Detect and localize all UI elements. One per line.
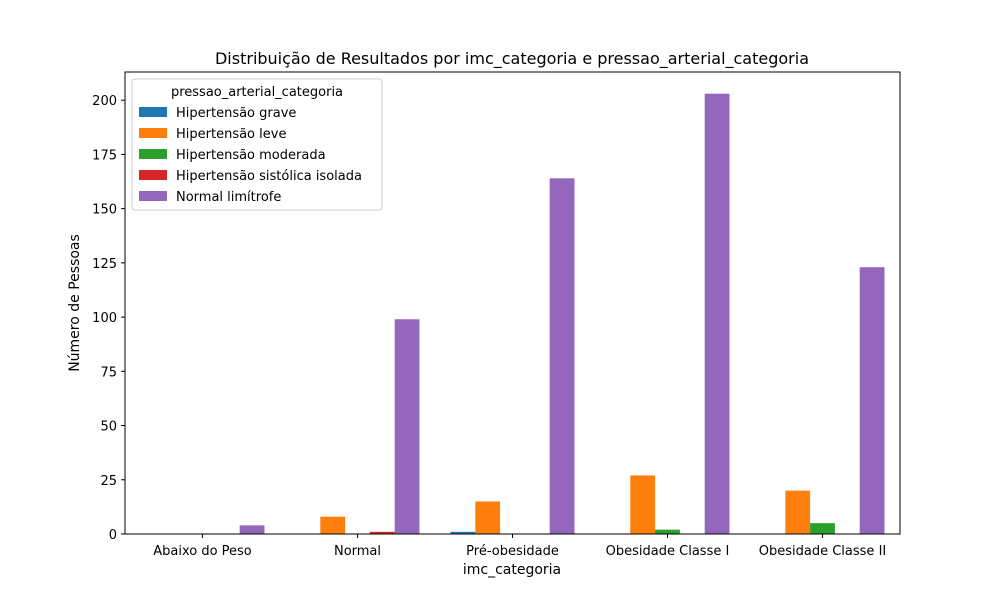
legend-label: Hipertensão leve bbox=[176, 127, 286, 142]
bar bbox=[475, 501, 501, 534]
y-tick-label: 200 bbox=[92, 94, 117, 109]
bar bbox=[655, 529, 680, 534]
x-axis-label: imc_categoria bbox=[463, 562, 561, 578]
bar bbox=[785, 490, 811, 534]
chart-title: Distribuição de Resultados por imc_categ… bbox=[215, 49, 809, 69]
legend-swatch bbox=[139, 107, 167, 117]
x-tick-label: Obesidade Classe I bbox=[606, 544, 730, 559]
x-tick-label: Abaixo do Peso bbox=[153, 544, 252, 559]
bar bbox=[630, 475, 656, 534]
y-tick-label: 50 bbox=[100, 420, 117, 435]
x-tick-label: Obesidade Classe II bbox=[759, 544, 886, 559]
legend: pressao_arterial_categoria Hipertensão gr… bbox=[131, 78, 383, 211]
legend-label: Hipertensão moderada bbox=[176, 148, 326, 163]
y-tick-label: 175 bbox=[92, 148, 117, 163]
bar bbox=[549, 178, 575, 535]
legend-label: Hipertensão grave bbox=[176, 106, 296, 121]
bar bbox=[320, 516, 346, 534]
bar bbox=[810, 523, 835, 534]
legend-title: pressao_arterial_categoria bbox=[171, 85, 343, 100]
y-tick-label: 75 bbox=[100, 365, 117, 380]
bar bbox=[369, 531, 395, 534]
y-tick-label: 0 bbox=[109, 528, 117, 543]
y-tick-label: 25 bbox=[100, 474, 117, 489]
bar bbox=[450, 531, 476, 534]
bar bbox=[394, 319, 420, 534]
x-axis: Abaixo do Peso Normal Pré-obesidade Obesida… bbox=[153, 534, 886, 559]
y-tick-label: 125 bbox=[92, 257, 117, 272]
bar bbox=[704, 93, 730, 535]
y-tick-label: 150 bbox=[92, 203, 117, 218]
y-axis: 0 25 50 75 100 125 150 175 200 bbox=[92, 94, 125, 543]
x-tick-label: Normal bbox=[334, 544, 381, 559]
legend-box bbox=[131, 78, 383, 211]
legend-swatch bbox=[139, 170, 167, 180]
legend-swatch bbox=[139, 128, 167, 138]
bar bbox=[859, 267, 885, 534]
y-tick-label: 100 bbox=[92, 311, 117, 326]
legend-swatch bbox=[139, 191, 167, 201]
legend-label: Normal limítrofe bbox=[176, 190, 281, 205]
legend-label: Hipertensão sistólica isolada bbox=[176, 169, 362, 184]
legend-swatch bbox=[139, 149, 167, 159]
y-axis-label: Número de Pessoas bbox=[67, 234, 83, 372]
x-tick-label: Pré-obesidade bbox=[466, 544, 559, 559]
bar bbox=[239, 525, 265, 534]
